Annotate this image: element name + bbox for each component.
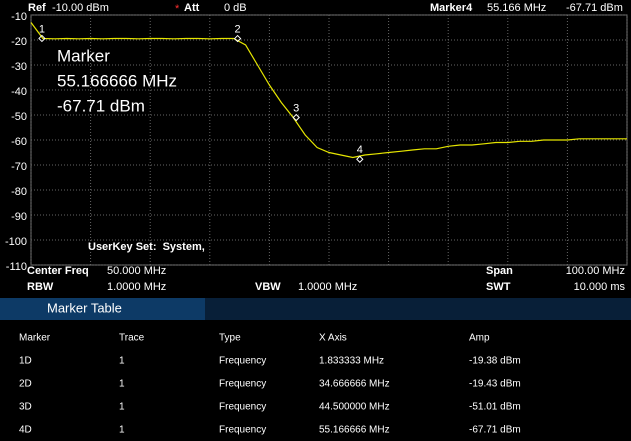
span: 100.00 MHz	[566, 265, 625, 277]
marker-freq: 55.166 MHz	[487, 2, 546, 14]
y-tick-label: -20	[11, 36, 27, 48]
marker-table: Marker Trace Type X Axis Amp 1D 1 Frequency 1.83…	[19, 333, 521, 436]
y-tick-label: -50	[11, 111, 27, 123]
marker-point	[356, 155, 364, 163]
column-header: Amp	[469, 333, 490, 344]
marker-box-freq: 55.166666 MHz	[57, 71, 177, 90]
marker-number: 4	[357, 144, 363, 156]
span-label: Span	[486, 265, 513, 277]
table-cell: 34.666666 MHz	[319, 379, 390, 390]
plot: -10 -20 -30 -40 -50 -60 -70 -80 -90 -100 -110 1 2 3 4	[5, 11, 628, 273]
y-tick-label: -30	[11, 61, 27, 73]
table-cell: -19.38 dBm	[469, 356, 521, 367]
marker-point	[38, 34, 46, 43]
table-cell: -19.43 dBm	[469, 379, 521, 390]
marker-number: 3	[293, 102, 299, 114]
ref-value: -10.00 dBm	[52, 2, 109, 14]
y-tick-label: -100	[5, 236, 27, 248]
table-title-bar-right	[205, 298, 631, 320]
y-tick-label: -110	[6, 261, 27, 273]
y-tick-label: -70	[11, 161, 27, 173]
marker-label: Marker4	[430, 2, 473, 14]
table-cell: 1	[119, 402, 125, 413]
trace	[30, 22, 627, 159]
center-freq: 50.000 MHz	[107, 265, 166, 277]
table-cell: 1	[119, 356, 125, 367]
marker-point	[292, 113, 300, 122]
y-tick-label: -90	[11, 211, 27, 223]
table-cell: 1	[119, 379, 125, 390]
userkey: UserKey Set: System,	[88, 241, 205, 253]
y-tick-label: -60	[11, 136, 27, 148]
table-cell: 1	[119, 425, 125, 436]
marker-number: 1	[39, 23, 45, 35]
table-cell: Frequency	[219, 356, 266, 367]
vbw: 1.0000 MHz	[298, 281, 357, 293]
table-cell: -67.71 dBm	[469, 425, 521, 436]
table-cell: Frequency	[219, 402, 266, 413]
ref-label: Ref	[28, 2, 46, 14]
marker-number: 2	[235, 23, 241, 35]
table-cell: Frequency	[219, 379, 266, 390]
table-cell: 1.833333 MHz	[319, 356, 384, 367]
rbw-label: RBW	[27, 281, 54, 293]
table-cell: 2D	[19, 379, 32, 390]
att-value: 0 dB	[224, 2, 247, 14]
swt: 10.000 ms	[574, 281, 626, 293]
att-label: Att	[184, 2, 200, 14]
att-flag: *	[175, 3, 180, 15]
swt-label: SWT	[486, 281, 511, 293]
vbw-label: VBW	[255, 281, 281, 293]
marker-point	[233, 34, 242, 43]
marker-box-amp: -67.71 dBm	[57, 96, 145, 115]
column-header: X Axis	[319, 333, 347, 344]
table-cell: Frequency	[219, 425, 266, 436]
table-cell: 1D	[19, 356, 32, 367]
table-cell: 55.166666 MHz	[319, 425, 390, 436]
y-tick-label: -80	[11, 186, 27, 198]
y-tick-label: -10	[11, 11, 27, 23]
table-cell: -51.01 dBm	[469, 402, 521, 413]
table-cell: 44.500000 MHz	[319, 402, 390, 413]
marker-amp: -67.71 dBm	[566, 2, 623, 14]
table-cell: 3D	[19, 402, 32, 413]
center-freq-label: Center Freq	[27, 265, 89, 277]
marker-box-title: Marker	[57, 46, 110, 65]
column-header: Marker	[19, 333, 51, 344]
column-header: Type	[219, 333, 241, 344]
table-cell: 4D	[19, 425, 32, 436]
table-title: Marker Table	[47, 300, 122, 315]
column-header: Trace	[119, 333, 145, 344]
rbw: 1.0000 MHz	[107, 281, 166, 293]
y-tick-label: -40	[11, 86, 27, 98]
